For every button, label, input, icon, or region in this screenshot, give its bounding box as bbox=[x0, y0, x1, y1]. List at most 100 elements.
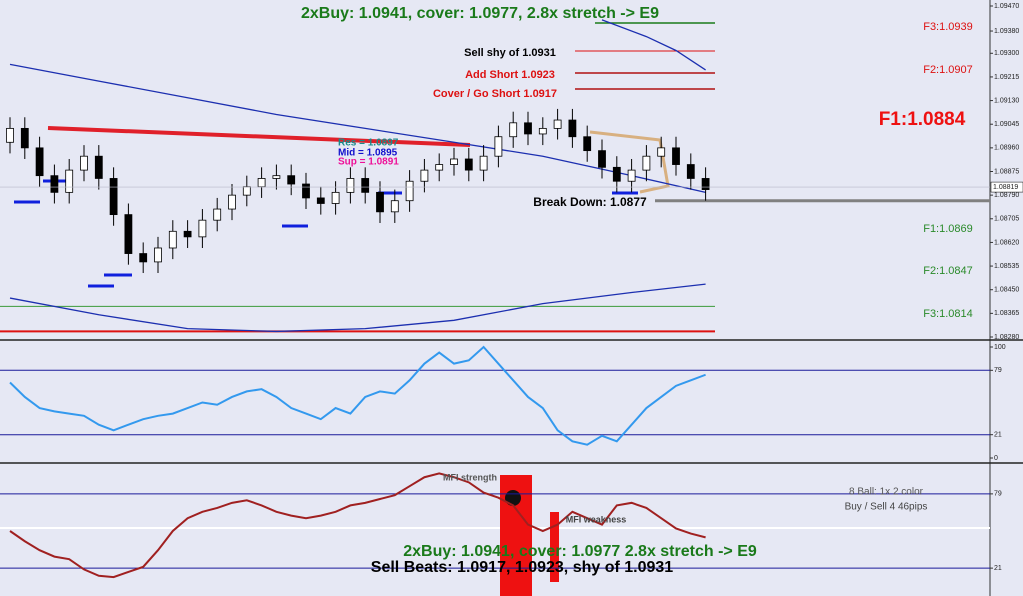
candle-body bbox=[686, 164, 695, 179]
y-tick-label: 1.09470 bbox=[994, 3, 1019, 10]
candle-body bbox=[20, 127, 29, 149]
trend-line bbox=[47, 126, 471, 147]
candle-body bbox=[657, 147, 666, 157]
y-tick-label: 1.08875 bbox=[994, 168, 1019, 175]
candle-body bbox=[435, 164, 444, 171]
candle-body bbox=[287, 175, 296, 185]
y-tick-label: 1.08960 bbox=[994, 145, 1019, 152]
candle-body bbox=[479, 155, 488, 171]
candle-body bbox=[405, 180, 414, 202]
candle-body bbox=[331, 191, 340, 204]
candle-body bbox=[65, 169, 74, 193]
y-tick-label: 100 bbox=[994, 344, 1006, 351]
candle-body bbox=[612, 166, 621, 182]
y-tick-label: 1.09130 bbox=[994, 97, 1019, 104]
annotation: Res = 1.0897 bbox=[338, 138, 399, 149]
candle-body bbox=[94, 155, 103, 179]
candle-body bbox=[6, 127, 14, 143]
candle-body bbox=[257, 178, 266, 188]
annotation: F2:1.0847 bbox=[923, 265, 973, 277]
annotation: MFI strength bbox=[443, 472, 497, 482]
candle-body bbox=[228, 194, 236, 210]
annotation: F1:1.0884 bbox=[879, 109, 966, 130]
annotation: F3:1.0814 bbox=[923, 308, 973, 320]
candle-body bbox=[627, 169, 636, 182]
oscillator-line bbox=[9, 472, 706, 579]
annotation: Buy / Sell 4 46pips bbox=[845, 502, 928, 513]
annotation: Add Short 1.0923 bbox=[465, 69, 555, 81]
annotation: Break Down: 1.0877 bbox=[533, 195, 647, 209]
candle-body bbox=[583, 136, 592, 152]
y-tick-label: 1.08365 bbox=[994, 310, 1019, 317]
candle-body bbox=[124, 214, 133, 254]
y-tick-label: 1.08535 bbox=[994, 263, 1019, 270]
moving-average bbox=[601, 19, 706, 71]
candle-body bbox=[361, 178, 370, 193]
candle-body bbox=[198, 219, 207, 238]
annotation: F1:1.0869 bbox=[923, 223, 973, 235]
moving-average bbox=[9, 63, 706, 193]
eight-ball bbox=[505, 490, 521, 506]
candle-body bbox=[139, 253, 148, 263]
candle-body bbox=[242, 186, 251, 196]
candle-body bbox=[494, 136, 503, 157]
annotation: F2:1.0907 bbox=[923, 64, 973, 76]
y-tick-label: 1.08790 bbox=[994, 192, 1019, 199]
candle-body bbox=[213, 208, 222, 221]
support-marks bbox=[14, 179, 638, 288]
y-tick-label: 0 bbox=[994, 455, 998, 462]
mfi-bars bbox=[500, 475, 559, 596]
candle-body bbox=[109, 178, 118, 216]
candle-body bbox=[346, 178, 355, 193]
candle-body bbox=[701, 178, 710, 190]
y-tick-label: 1.08450 bbox=[994, 287, 1019, 294]
y-tick-label: 1.09215 bbox=[994, 74, 1019, 81]
candle-body bbox=[553, 119, 562, 129]
candle-body bbox=[35, 147, 44, 177]
annotation: 8 Ball: 1x 2 color bbox=[849, 487, 924, 498]
annotation: F3:1.0939 bbox=[923, 21, 973, 33]
y-tick-label: 1.09045 bbox=[994, 121, 1019, 128]
last-price-label: 1.08819 bbox=[993, 184, 1018, 191]
candle-body bbox=[420, 169, 429, 182]
y-tick-label: 79 bbox=[994, 367, 1002, 374]
last-price-box bbox=[990, 181, 1023, 193]
y-tick-label: 1.09380 bbox=[994, 28, 1019, 35]
channel bbox=[589, 130, 670, 194]
candle-body bbox=[272, 175, 281, 179]
candle-body bbox=[672, 147, 680, 165]
candle-body bbox=[598, 150, 606, 168]
annotation: MFI weakness bbox=[566, 514, 627, 524]
annotation: Cover / Go Short 1.0917 bbox=[433, 88, 557, 100]
moving-average bbox=[9, 283, 706, 333]
candle-body bbox=[183, 230, 192, 238]
annotation: Sell shy of 1.0931 bbox=[464, 47, 556, 59]
candle-body bbox=[376, 191, 384, 213]
y-tick-label: 79 bbox=[994, 491, 1002, 498]
candle-body bbox=[80, 155, 88, 171]
candle-body bbox=[316, 197, 325, 204]
annotation: Mid = 1.0895 bbox=[338, 148, 398, 159]
y-tick-label: 1.08620 bbox=[994, 239, 1019, 246]
candle-body bbox=[154, 247, 162, 263]
y-tick-label: 1.08705 bbox=[994, 216, 1019, 223]
candle-body bbox=[464, 158, 473, 171]
candle-body bbox=[538, 127, 547, 135]
candle-body bbox=[50, 175, 59, 193]
candle-body bbox=[390, 200, 399, 213]
y-tick-label: 1.08280 bbox=[994, 334, 1019, 341]
y-tick-label: 21 bbox=[994, 565, 1002, 572]
candle-body bbox=[302, 183, 310, 199]
candle-body bbox=[642, 155, 651, 171]
annotation: 2xBuy: 1.0941, cover: 1.0977 2.8x stretc… bbox=[403, 543, 757, 560]
y-tick-label: 21 bbox=[994, 432, 1002, 439]
candle-body bbox=[168, 230, 177, 249]
candle-body bbox=[524, 122, 532, 135]
y-tick-label: 1.09300 bbox=[994, 50, 1019, 57]
oscillator-line bbox=[9, 345, 706, 446]
candle-body bbox=[509, 122, 518, 138]
candle-body bbox=[568, 119, 577, 138]
annotation: Sell Beats: 1.0917, 1.0923, shy of 1.093… bbox=[371, 559, 674, 576]
candle-body bbox=[450, 158, 458, 165]
